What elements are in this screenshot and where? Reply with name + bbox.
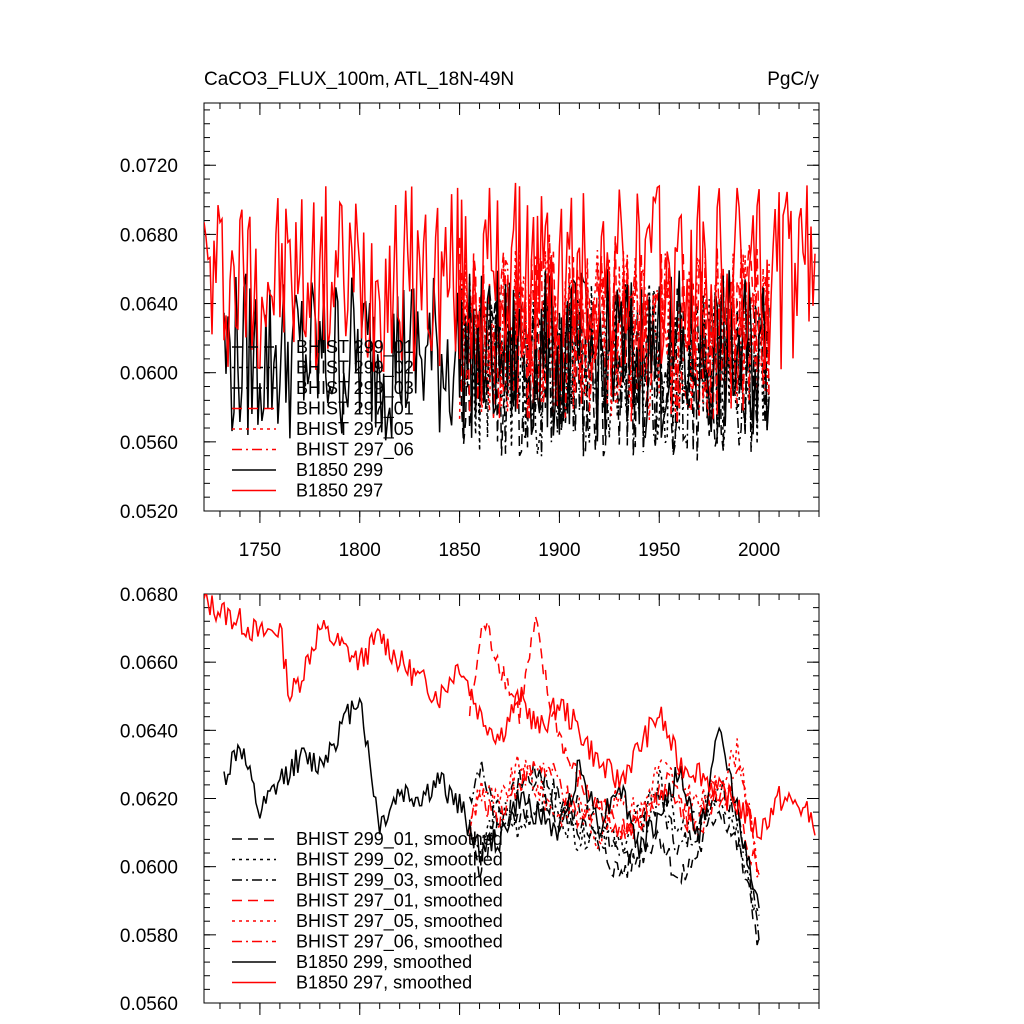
y-tick-label: 0.0620 [120,790,178,811]
plot-frame [203,102,820,512]
legend-label: B1850 299, smoothed [296,952,472,972]
legend-label: BHIST 299_02 [296,358,414,379]
y-tick-label: 0.0520 [120,502,178,523]
y-tick-label: 0.0640 [120,721,178,742]
x-tick-label: 1800 [339,540,381,561]
legend-label: BHIST 299_03 [296,378,414,399]
series-line [204,594,816,841]
series-line [468,738,760,878]
y-tick-label: 0.0680 [120,585,178,606]
legend-label: BHIST 299_01, smoothed [296,829,503,850]
x-tick-label: 1750 [239,540,281,561]
legend-label: BHIST 297_05, smoothed [296,911,503,932]
y-tick-label: 0.0560 [120,994,178,1015]
series-line [468,616,760,872]
series-line [458,283,770,454]
y-tick-label: 0.0600 [120,364,178,385]
legend-label: BHIST 297_05 [296,419,414,440]
series-group [204,594,816,946]
series-line [468,761,760,875]
series-line [468,769,760,946]
legend-label: BHIST 299_02, smoothed [296,850,503,871]
legend-label: B1850 299 [296,460,383,480]
legend-label: BHIST 297_06, smoothed [296,932,503,953]
legend-label: BHIST 297_01, smoothed [296,891,503,912]
y-tick-label: 0.0580 [120,926,178,947]
x-tick-label: 2000 [738,540,780,561]
y-tick-label: 0.0600 [120,858,178,879]
legend-label: B1850 297 [296,481,383,501]
series-line [223,696,760,909]
chart-title: CaCO3_FLUX_100m, ATL_18N-49N [204,69,514,90]
bottom-panel: 0.0560 0.0580 0.0600 0.0620 0.0640 0.0660 0.06… [120,585,820,1015]
y-tick-label: 0.0720 [120,156,178,177]
series-line [468,760,760,942]
x-tick-label: 1950 [638,540,680,561]
series-line [468,767,760,916]
legend-label: BHIST 297_01 [296,399,414,420]
series-line [458,284,770,457]
legend-label: B1850 297, smoothed [296,973,472,993]
y-tick-label: 0.0680 [120,225,178,246]
x-tick-label: 1900 [538,540,580,561]
units-label: PgC/y [767,69,819,90]
y-tick-label: 0.0660 [120,653,178,674]
series-group [204,182,816,461]
y-tick-label: 0.0640 [120,295,178,316]
x-tick-label: 1850 [438,540,480,561]
top-panel: 0.0520 0.0560 0.0600 0.0640 0.0680 0.0720 1750… [120,102,820,561]
series-line [204,182,816,373]
legend-label: BHIST 299_03, smoothed [296,870,503,891]
legend-label: BHIST 297_06 [296,440,414,461]
legend-label: BHIST 299_01 [296,337,414,358]
y-tick-label: 0.0560 [120,433,178,454]
